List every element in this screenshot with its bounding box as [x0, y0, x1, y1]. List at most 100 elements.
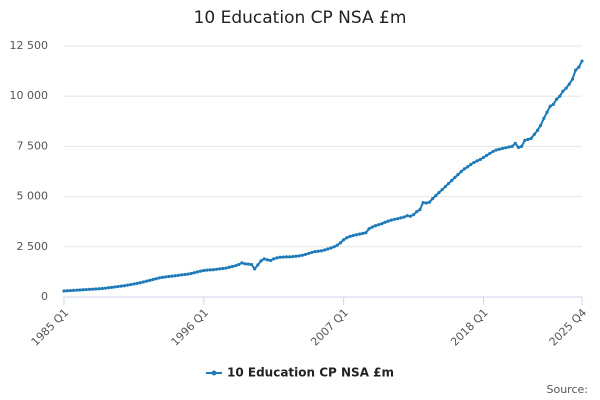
point [421, 201, 425, 205]
point [361, 231, 365, 235]
point [440, 187, 444, 192]
point [253, 267, 257, 271]
point [113, 285, 117, 289]
y-tick-label: 12 500 [10, 39, 49, 52]
point [176, 273, 181, 277]
point [192, 271, 196, 275]
point [561, 89, 565, 93]
point [87, 287, 92, 291]
y-tick-label: 7 500 [17, 139, 49, 152]
point [316, 249, 320, 253]
point [246, 262, 250, 266]
point [523, 138, 527, 142]
point [78, 288, 82, 292]
point [132, 282, 136, 286]
point [507, 145, 511, 149]
point [399, 216, 403, 220]
point [94, 287, 98, 291]
point [284, 255, 289, 259]
point [62, 289, 66, 293]
point [367, 227, 371, 231]
point [148, 278, 152, 282]
point [535, 128, 540, 132]
point [459, 169, 463, 174]
point [580, 59, 584, 63]
point [214, 267, 219, 271]
point [532, 132, 536, 136]
point [240, 261, 244, 265]
point [516, 145, 521, 150]
point [504, 146, 508, 150]
point [288, 255, 292, 259]
point [364, 231, 368, 235]
point [332, 245, 336, 249]
point [71, 288, 76, 292]
point [265, 258, 269, 262]
point [475, 159, 479, 163]
point [558, 94, 562, 98]
point [342, 238, 346, 242]
point [268, 258, 273, 263]
y-tick-label: 10 000 [10, 89, 49, 102]
point [488, 151, 492, 156]
point [141, 280, 146, 284]
point [539, 123, 543, 127]
point [272, 257, 276, 261]
point [415, 210, 419, 214]
point [545, 110, 549, 114]
source: Source: [547, 383, 589, 396]
point [542, 116, 546, 120]
point [424, 201, 428, 205]
point [310, 250, 314, 255]
point [100, 286, 104, 291]
series-line [63, 60, 583, 292]
point [65, 289, 69, 293]
point [408, 214, 412, 218]
point [256, 263, 260, 267]
point [170, 274, 174, 278]
point [138, 281, 142, 285]
legend-marker [211, 370, 217, 376]
point [405, 214, 409, 218]
x-tick-label: 2018 Q1 [448, 306, 491, 349]
point [230, 264, 235, 269]
point [513, 141, 517, 145]
y-tick-label: 0 [41, 290, 48, 303]
point [450, 178, 454, 183]
point [319, 249, 324, 253]
point [243, 262, 247, 266]
point [478, 157, 482, 162]
point [297, 254, 301, 258]
point [151, 277, 155, 282]
point [431, 197, 435, 201]
point [218, 267, 222, 271]
point [119, 284, 123, 288]
point [497, 147, 501, 151]
point [392, 217, 397, 221]
x-tick-label: 2025 Q4 [547, 306, 590, 349]
point [125, 283, 130, 287]
point [526, 137, 530, 141]
point [564, 86, 568, 90]
x-tick-label: 2007 Q1 [308, 306, 351, 349]
point [68, 288, 72, 293]
point [183, 272, 187, 277]
point [567, 82, 571, 86]
point [551, 102, 555, 106]
point [577, 65, 581, 69]
point [278, 255, 282, 259]
point [234, 264, 238, 268]
point [354, 233, 358, 237]
point [389, 218, 393, 222]
x-tick-label: 1996 Q1 [169, 306, 212, 349]
point [427, 200, 432, 204]
point [485, 153, 489, 158]
point [548, 104, 552, 108]
point [357, 232, 362, 236]
point [383, 220, 387, 224]
point [386, 219, 390, 223]
point [189, 271, 193, 276]
point [453, 175, 457, 180]
point [437, 190, 441, 195]
